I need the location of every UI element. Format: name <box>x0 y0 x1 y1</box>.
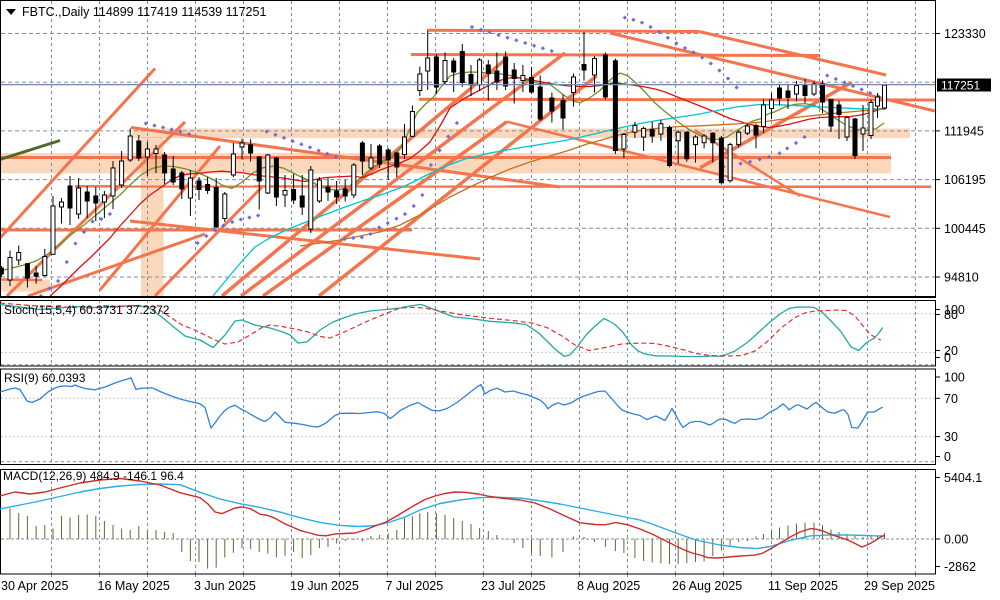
svg-text:30 Apr 2025: 30 Apr 2025 <box>1 579 68 593</box>
svg-text:111945: 111945 <box>944 124 984 138</box>
svg-text:8 Aug 2025: 8 Aug 2025 <box>577 579 640 593</box>
svg-text:100: 100 <box>944 303 965 317</box>
svg-text:7 Jul 2025: 7 Jul 2025 <box>386 579 444 593</box>
svg-text:100: 100 <box>944 371 965 385</box>
svg-text:0.00: 0.00 <box>944 533 968 547</box>
svg-text:70: 70 <box>944 392 958 406</box>
svg-text:23 Jul 2025: 23 Jul 2025 <box>481 579 546 593</box>
svg-text:123330: 123330 <box>944 27 986 41</box>
svg-text:26 Aug 2025: 26 Aug 2025 <box>672 579 742 593</box>
svg-text:FBTC.,Daily 114899 117419 114: FBTC.,Daily 114899 117419 114539 117251 <box>22 5 266 19</box>
svg-text:5404.1: 5404.1 <box>944 471 982 485</box>
svg-text:3 Jun 2025: 3 Jun 2025 <box>194 579 256 593</box>
svg-text:16 May 2025: 16 May 2025 <box>98 579 170 593</box>
svg-text:29 Sep 2025: 29 Sep 2025 <box>864 579 935 593</box>
svg-text:106195: 106195 <box>944 173 986 187</box>
svg-text:80: 80 <box>944 308 958 322</box>
svg-text:0: 0 <box>944 351 951 365</box>
svg-text:20: 20 <box>944 344 958 358</box>
svg-text:100445: 100445 <box>944 222 986 236</box>
svg-text:30: 30 <box>944 430 958 444</box>
svg-text:117251: 117251 <box>941 79 980 93</box>
svg-text:19 Jun 2025: 19 Jun 2025 <box>290 579 359 593</box>
svg-text:RSI(9) 60.0393: RSI(9) 60.0393 <box>4 371 86 385</box>
svg-text:MACD(12,26,9) 484.9 -146.1 96.: MACD(12,26,9) 484.9 -146.1 96.4 <box>3 469 184 483</box>
svg-text:Stoch(15,5,4) 60.3731 37.2372: Stoch(15,5,4) 60.3731 37.2372 <box>4 303 170 317</box>
svg-text:0: 0 <box>944 450 951 464</box>
svg-text:11 Sep 2025: 11 Sep 2025 <box>768 579 838 593</box>
svg-text:94810: 94810 <box>944 271 979 285</box>
svg-text:-2862: -2862 <box>944 560 976 574</box>
